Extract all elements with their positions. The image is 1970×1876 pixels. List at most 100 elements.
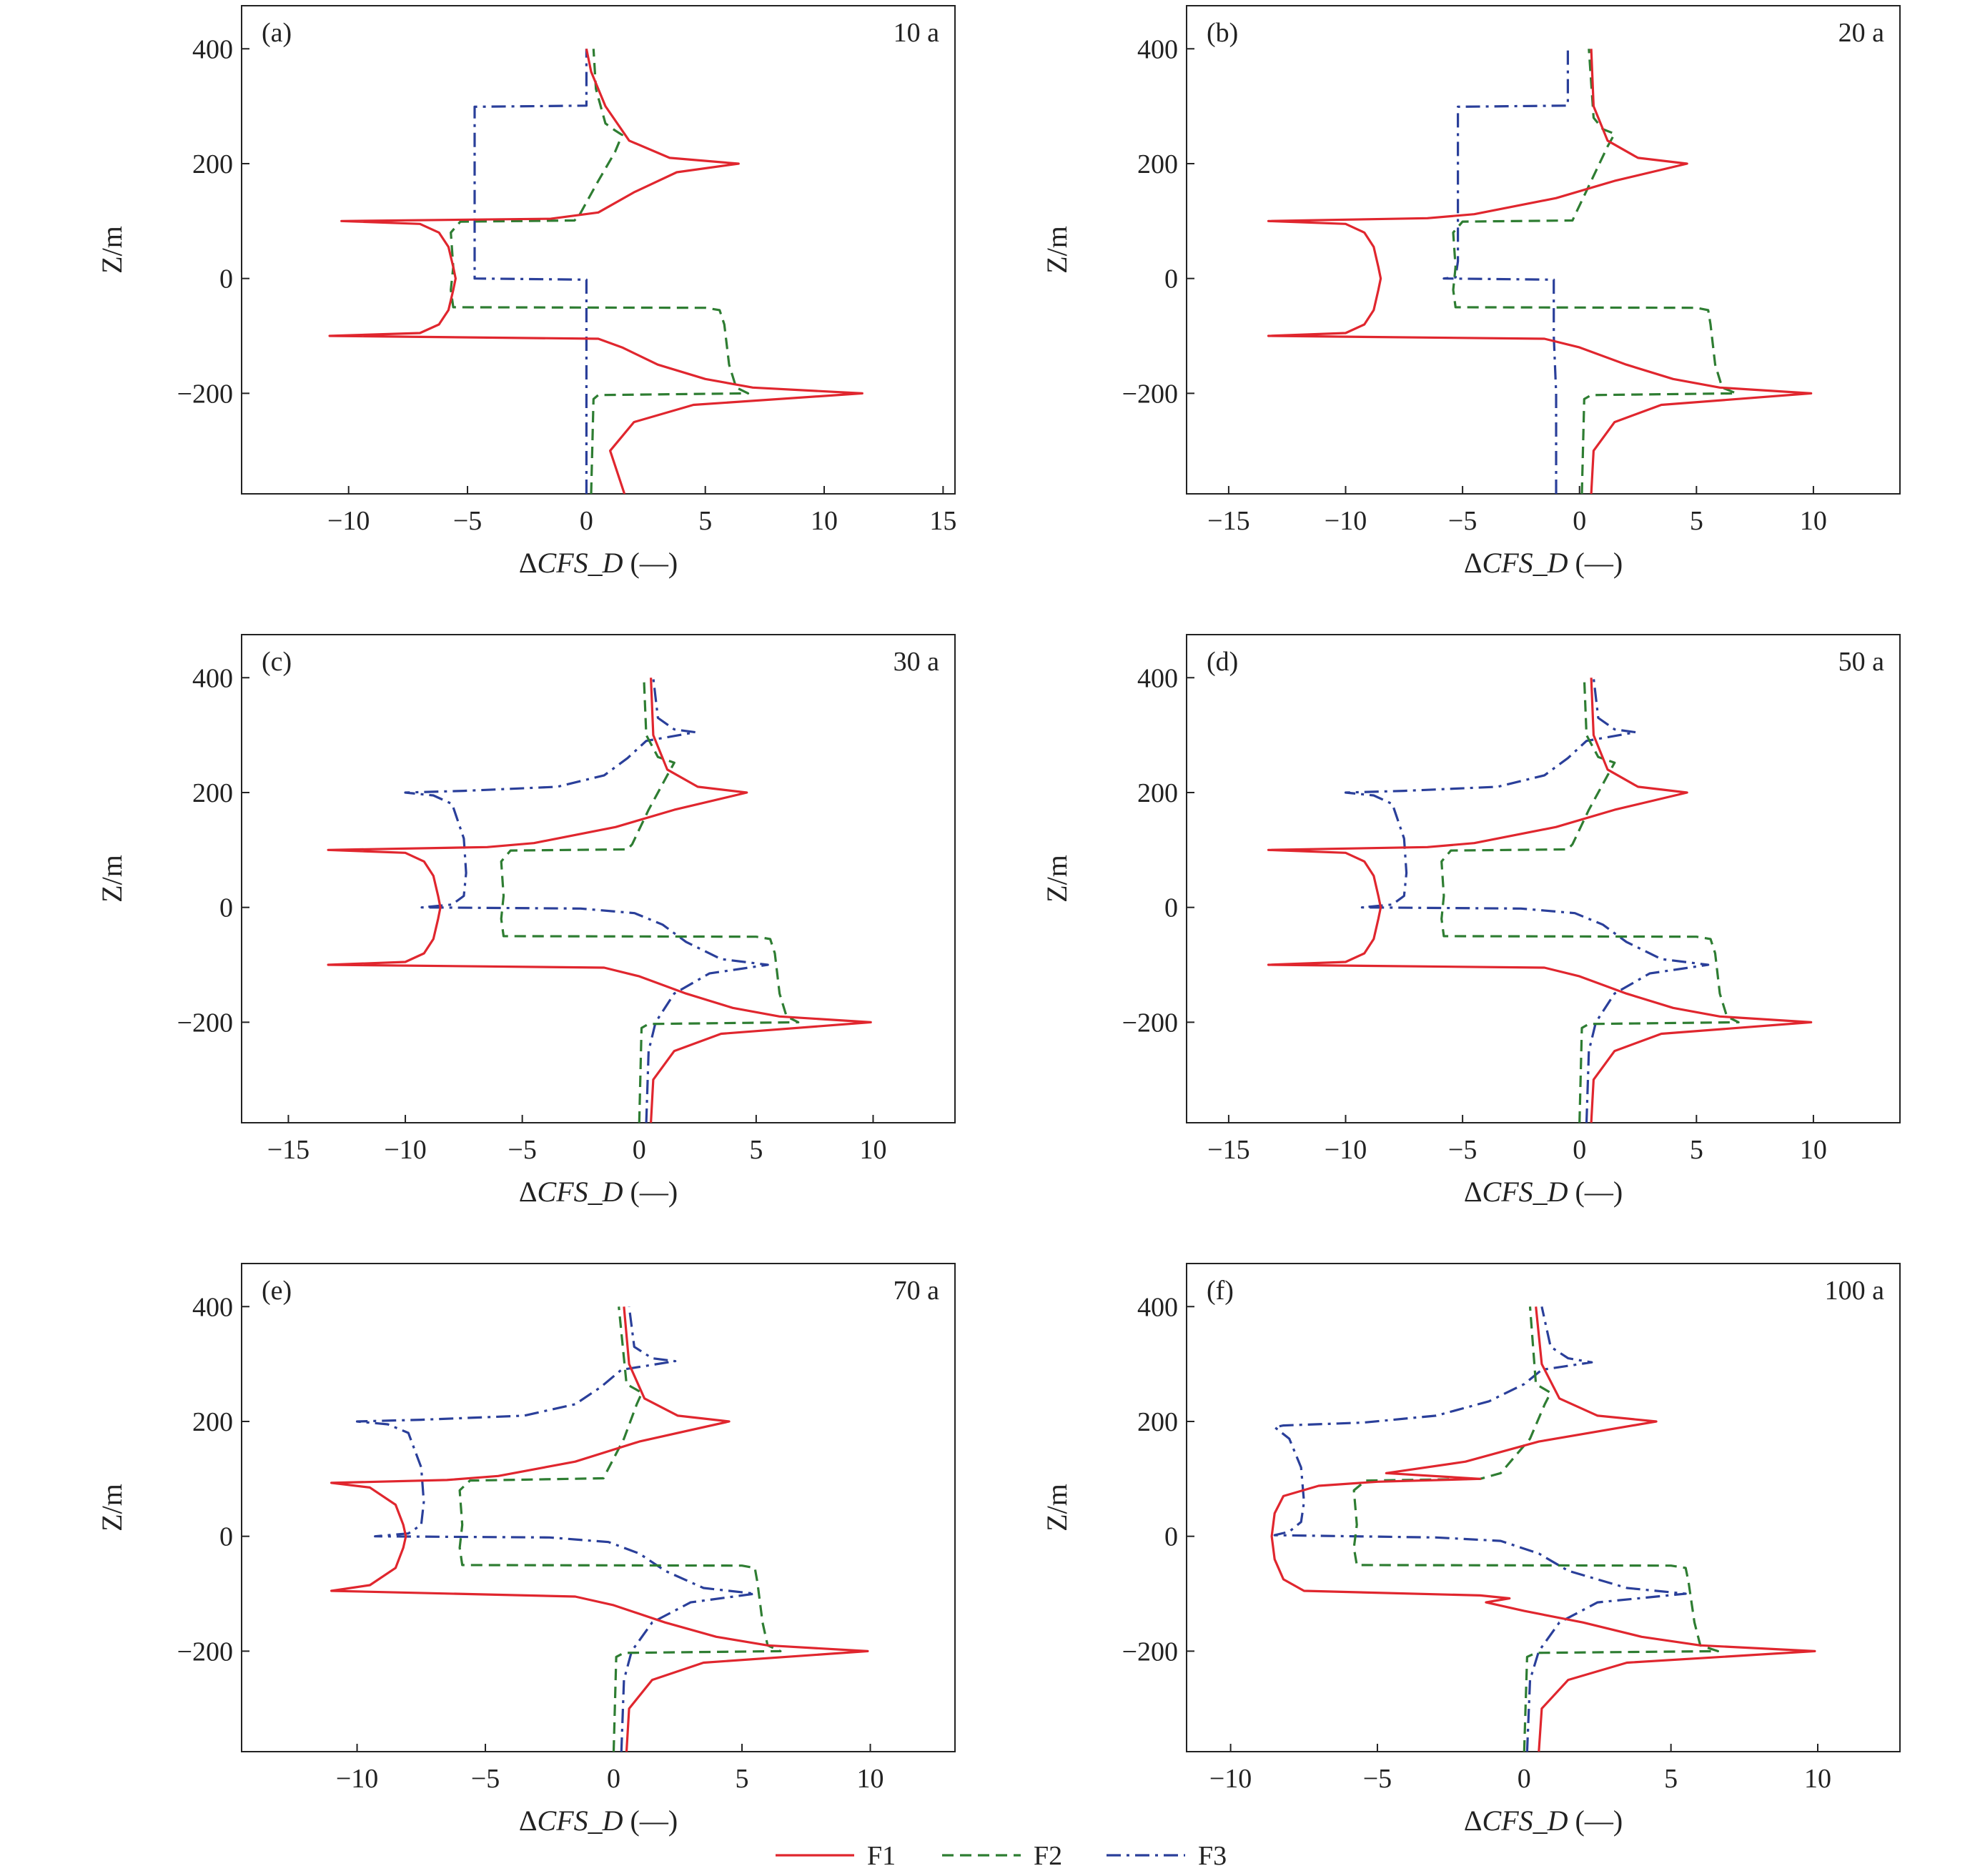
panel-c-ytick-label: −200 xyxy=(177,1008,233,1038)
panel-e-xtick-label: 5 xyxy=(736,1764,749,1794)
panel-f-xtick-label: −5 xyxy=(1363,1764,1392,1794)
panel-f-xtick-label: 10 xyxy=(1804,1764,1831,1794)
panel-a: −10 −5 0 5 10 15 −200 0 200 400 ΔCFS_D (—) Z/m (a) 10… xyxy=(96,5,956,579)
panel-c: −15 −10 −5 0 5 10 −200 0 200 400 ΔCFS_D (—) Z/m (c) 3… xyxy=(96,634,956,1208)
panel-a-xtick-label: −10 xyxy=(327,506,370,536)
panel-d-series-f3 xyxy=(1344,678,1710,1123)
panel-a-xlabel: ΔCFS_D (—) xyxy=(519,547,678,579)
panel-c-ytick-label: 200 xyxy=(192,778,233,808)
panel-a-xtick-label: 10 xyxy=(811,506,838,536)
panel-f-xtick-label: 5 xyxy=(1664,1764,1678,1794)
panel-a-frame xyxy=(241,5,956,495)
panel-c-series-f2 xyxy=(500,678,800,1123)
panel-b-xtick-label: 10 xyxy=(1800,506,1827,536)
panel-f-time: 100 a xyxy=(1825,1276,1885,1306)
legend: F1 F2 F3 xyxy=(776,1841,1227,1871)
panel-a-ylabel: Z/m xyxy=(96,226,128,274)
panel-e-xtick-label: 0 xyxy=(607,1764,620,1794)
panel-c-series-f1 xyxy=(327,678,872,1123)
panel-b-xtick-label: 5 xyxy=(1690,506,1703,536)
panel-b-series-f2 xyxy=(1452,49,1738,494)
panel-a-series-f1 xyxy=(328,48,863,494)
panel-b-xtick-label: −5 xyxy=(1448,506,1477,536)
panel-b-letter: (b) xyxy=(1207,18,1238,48)
panel-b-xtick-label: −15 xyxy=(1207,506,1249,536)
panel-d-xtick-label: −10 xyxy=(1325,1135,1367,1165)
panel-b-xtick-label: −10 xyxy=(1325,506,1367,536)
legend-label-f3: F3 xyxy=(1198,1841,1227,1871)
panel-e-ylabel: Z/m xyxy=(96,1484,128,1532)
panel-a-series-f3 xyxy=(473,49,588,494)
panel-b-xlabel: ΔCFS_D (—) xyxy=(1464,547,1623,579)
panel-b-ytick-label: 0 xyxy=(1164,264,1178,294)
panel-f-ylabel: Z/m xyxy=(1041,1484,1073,1532)
panel-e-xtick-label: −5 xyxy=(471,1764,500,1794)
panel-c-frame xyxy=(241,634,956,1123)
panel-c-xtick-label: −5 xyxy=(508,1135,536,1165)
panel-d-ytick-label: 200 xyxy=(1137,778,1178,808)
panel-f: −10 −5 0 5 10 −200 0 200 400 ΔCFS_D (—) Z/m (f) 100 … xyxy=(1041,1263,1901,1837)
panel-f-series-f1 xyxy=(1270,1306,1816,1752)
panel-f-series-f3 xyxy=(1273,1306,1687,1752)
panel-e-xtick-label: 10 xyxy=(857,1764,884,1794)
panel-e-series-f2 xyxy=(458,1306,782,1752)
panel-f-xtick-label: 0 xyxy=(1518,1764,1531,1794)
panel-c-ylabel: Z/m xyxy=(96,855,128,903)
panel-f-frame xyxy=(1186,1263,1901,1752)
panel-d-ytick-label: −200 xyxy=(1122,1008,1178,1038)
panel-a-ytick-label: 200 xyxy=(192,149,233,179)
panel-a-ytick-label: 0 xyxy=(219,264,233,294)
panel-d-ytick-label: 400 xyxy=(1137,663,1178,693)
panel-d-xtick-label: −5 xyxy=(1448,1135,1477,1165)
panel-b-ytick-label: 400 xyxy=(1137,34,1178,64)
panel-a-letter: (a) xyxy=(262,18,292,48)
panel-d-xtick-label: −15 xyxy=(1207,1135,1249,1165)
panel-d-ytick-label: 0 xyxy=(1164,893,1178,923)
panel-b-series-f1 xyxy=(1267,49,1813,494)
panel-e-xlabel: ΔCFS_D (—) xyxy=(519,1805,678,1837)
panel-b-frame xyxy=(1186,5,1901,495)
panel-f-ytick-label: 400 xyxy=(1137,1292,1178,1322)
panel-b-ytick-label: −200 xyxy=(1122,379,1178,409)
panel-c-xtick-label: 0 xyxy=(633,1135,646,1165)
panel-b-ytick-label: 200 xyxy=(1137,149,1178,179)
panel-b-xtick-label: 0 xyxy=(1573,506,1586,536)
panel-d-ylabel: Z/m xyxy=(1041,855,1073,903)
panel-d-series-f1 xyxy=(1267,678,1813,1123)
panel-d-xtick-label: 10 xyxy=(1800,1135,1827,1165)
panel-c-xtick-label: −15 xyxy=(267,1135,310,1165)
panel-a-ytick-label: −200 xyxy=(177,379,233,409)
panel-d: −15 −10 −5 0 5 10 −200 0 200 400 ΔCFS_D (—) Z/m (d) 5… xyxy=(1041,634,1901,1208)
panel-e-frame xyxy=(241,1263,956,1752)
panel-a-xtick-label: 15 xyxy=(929,506,956,536)
panel-a-ytick-label: 400 xyxy=(192,34,233,64)
panel-c-series-f3 xyxy=(404,678,769,1123)
panel-c-ytick-label: 0 xyxy=(219,893,233,923)
panel-b: −15 −10 −5 0 5 10 −200 0 200 400 ΔCFS_D (—) Z/m (b) 2… xyxy=(1041,5,1901,579)
panel-e: −10 −5 0 5 10 −200 0 200 400 ΔCFS_D (—) Z/m (e) 70 a xyxy=(96,1263,956,1837)
panel-c-xtick-label: −10 xyxy=(384,1135,426,1165)
panel-e-ytick-label: 400 xyxy=(192,1292,233,1322)
panel-c-time: 30 a xyxy=(894,647,940,677)
panel-a-xtick-label: −5 xyxy=(453,506,482,536)
panel-f-ytick-label: 200 xyxy=(1137,1407,1178,1437)
panel-e-time: 70 a xyxy=(894,1276,940,1306)
panel-b-time: 20 a xyxy=(1838,18,1885,48)
panel-b-series-f3 xyxy=(1442,49,1569,494)
panel-d-xtick-label: 0 xyxy=(1573,1135,1586,1165)
panel-f-ytick-label: −200 xyxy=(1122,1637,1178,1667)
panel-b-ylabel: Z/m xyxy=(1041,226,1073,274)
panel-d-time: 50 a xyxy=(1838,647,1885,677)
panel-c-ytick-label: 400 xyxy=(192,663,233,693)
panel-d-xtick-label: 5 xyxy=(1690,1135,1703,1165)
panel-a-xtick-label: 5 xyxy=(698,506,712,536)
panel-f-xlabel: ΔCFS_D (—) xyxy=(1464,1805,1623,1837)
panel-a-series-f2 xyxy=(450,49,750,494)
legend-label-f1: F1 xyxy=(867,1841,896,1871)
panel-e-letter: (e) xyxy=(262,1276,292,1306)
panel-c-xlabel: ΔCFS_D (—) xyxy=(519,1176,678,1208)
panel-f-ytick-label: 0 xyxy=(1164,1522,1178,1552)
panel-e-xtick-label: −10 xyxy=(336,1764,378,1794)
panel-e-ytick-label: −200 xyxy=(177,1637,233,1667)
